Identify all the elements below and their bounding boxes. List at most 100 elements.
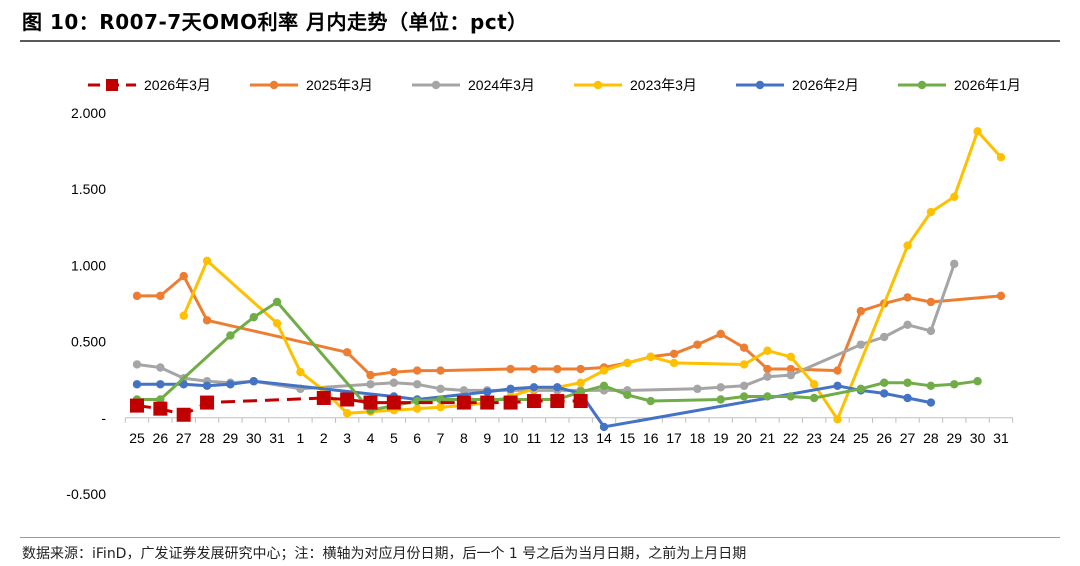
source-note: 数据来源：iFinD，广发证券发展研究中心；注：横轴为对应月份日期，后一个 1 … xyxy=(22,546,747,562)
data-point xyxy=(226,380,235,389)
x-tick-label: 17 xyxy=(666,430,682,446)
x-tick-label: 24 xyxy=(830,430,846,446)
data-point xyxy=(926,398,936,407)
data-point xyxy=(903,293,912,302)
data-point xyxy=(156,363,165,372)
data-point xyxy=(880,389,889,398)
data-point xyxy=(599,366,609,375)
data-point xyxy=(950,259,959,269)
x-tick-label: 22 xyxy=(783,430,799,446)
chart-legend: 2026年3月 2025年3月 2024年3月 2023年3月 2026年2月 2026年… xyxy=(88,77,1021,93)
data-point xyxy=(599,381,609,390)
data-point xyxy=(763,372,772,381)
data-point xyxy=(226,331,235,340)
series-2023年3月 xyxy=(179,127,1006,424)
data-point xyxy=(132,380,142,389)
y-tick-label: 1.500 xyxy=(71,181,106,197)
x-tick-label: 8 xyxy=(460,430,468,446)
data-point xyxy=(132,291,142,301)
x-tick-label: 28 xyxy=(199,430,215,446)
data-point xyxy=(623,390,632,400)
data-point xyxy=(272,297,282,307)
legend-item: 2025年3月 xyxy=(250,77,373,93)
x-tick-label: 25 xyxy=(129,430,145,446)
data-point xyxy=(506,364,515,374)
data-point xyxy=(739,381,749,390)
data-point xyxy=(342,348,352,357)
x-tick-label: 9 xyxy=(483,430,491,446)
x-tick-label: 2 xyxy=(320,430,328,446)
y-tick-label: 1.000 xyxy=(71,257,106,273)
data-point xyxy=(249,313,258,322)
data-point xyxy=(786,352,795,362)
data-point xyxy=(996,152,1006,162)
data-point xyxy=(833,415,842,424)
data-point xyxy=(483,387,492,397)
legend-label: 2026年3月 xyxy=(144,77,211,93)
series-2024年3月 xyxy=(132,259,959,395)
x-tick-label: 16 xyxy=(643,430,659,446)
data-point xyxy=(973,127,982,136)
data-point xyxy=(856,340,866,349)
data-point xyxy=(739,360,749,369)
data-point xyxy=(646,396,655,406)
data-point xyxy=(573,394,588,409)
legend-label: 2026年2月 xyxy=(792,77,859,93)
y-tick-label: 0.500 xyxy=(71,334,106,350)
data-point xyxy=(926,207,936,217)
data-point xyxy=(413,404,422,413)
data-point xyxy=(529,364,539,374)
data-point xyxy=(436,366,445,375)
data-point xyxy=(576,364,585,374)
data-point xyxy=(506,384,515,394)
y-tick-label: - xyxy=(101,410,106,426)
data-point xyxy=(459,386,469,395)
series-line xyxy=(137,274,1002,377)
y-axis: 2.000 1.500 1.000 0.500 - -0.500 xyxy=(66,105,106,502)
x-tick-label: 11 xyxy=(527,430,542,446)
data-point xyxy=(996,291,1006,301)
x-tick-label: 30 xyxy=(970,430,986,446)
data-point xyxy=(526,394,541,409)
data-point xyxy=(130,398,144,413)
data-point xyxy=(856,306,866,316)
legend-label: 2023年3月 xyxy=(630,77,697,93)
legend-marker xyxy=(593,80,603,90)
data-point xyxy=(366,370,375,380)
data-point xyxy=(763,364,772,374)
data-point xyxy=(156,395,165,404)
data-point xyxy=(153,401,168,416)
legend-item: 2026年1月 xyxy=(898,77,1021,93)
data-point xyxy=(973,377,982,386)
data-point xyxy=(456,395,471,410)
data-point xyxy=(553,383,562,392)
data-point xyxy=(693,340,702,349)
x-tick-label: 23 xyxy=(806,430,822,446)
data-point xyxy=(389,378,399,387)
footer-divider xyxy=(20,537,1060,538)
data-point xyxy=(669,358,679,368)
x-tick-label: 12 xyxy=(550,430,566,446)
data-point xyxy=(786,370,795,380)
x-tick-label: 14 xyxy=(596,430,612,446)
legend-item: 2024年3月 xyxy=(412,77,535,93)
data-point xyxy=(576,387,585,397)
data-point xyxy=(739,343,749,352)
title-divider xyxy=(20,40,1060,42)
x-tick-label: 13 xyxy=(573,430,589,446)
data-point xyxy=(833,366,842,375)
data-point xyxy=(179,311,188,320)
data-point xyxy=(739,392,749,401)
data-point xyxy=(202,381,212,390)
legend-marker xyxy=(917,80,927,90)
data-point xyxy=(179,380,188,389)
data-point xyxy=(903,241,912,250)
legend-item: 2026年2月 xyxy=(736,77,859,93)
legend-label: 2026年1月 xyxy=(954,77,1021,93)
x-tick-label: 27 xyxy=(176,430,192,446)
x-tick-label: 19 xyxy=(713,430,729,446)
x-tick-label: 26 xyxy=(153,430,169,446)
x-tick-label: 29 xyxy=(223,430,239,446)
data-point xyxy=(272,319,282,328)
